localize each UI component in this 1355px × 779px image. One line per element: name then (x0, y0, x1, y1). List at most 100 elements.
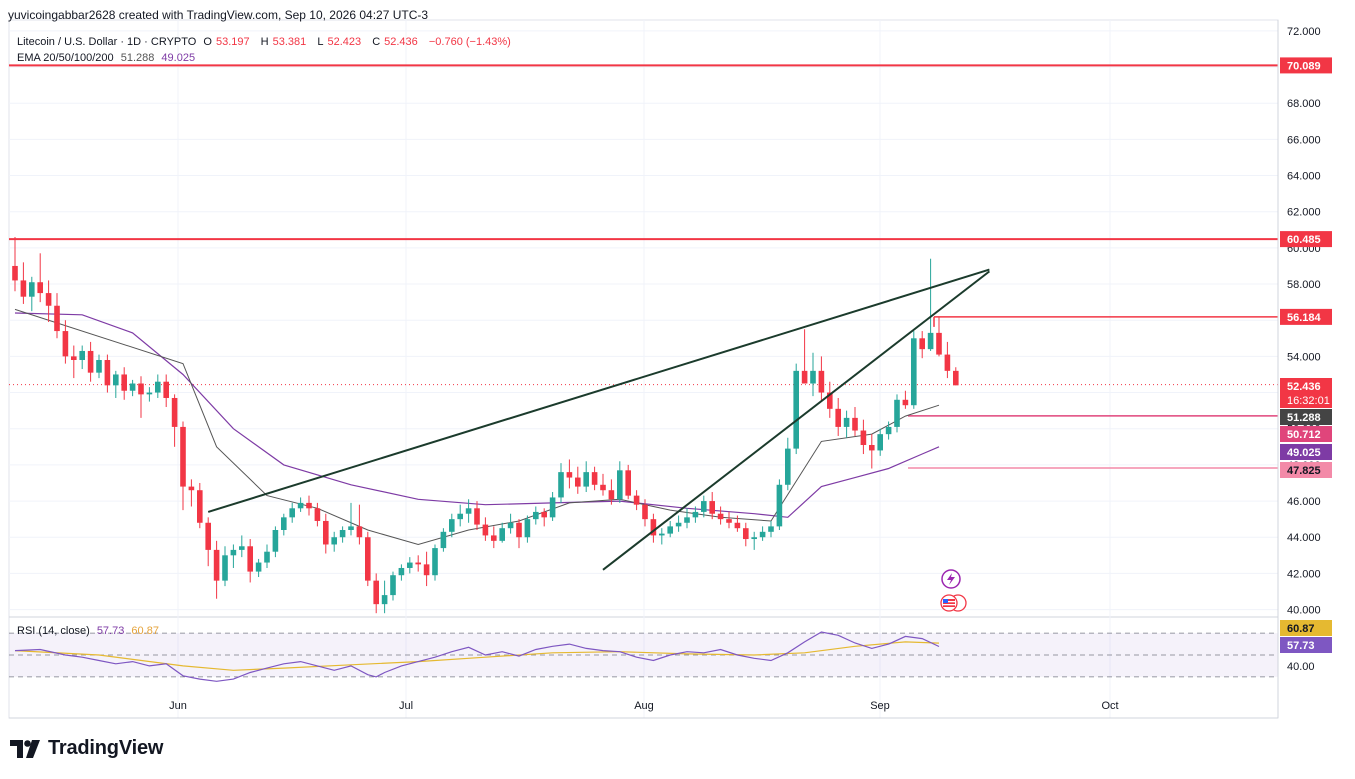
ohlc-high: H 53.381 (260, 36, 307, 48)
ema-legend[interactable]: EMA 20/50/100/200 51.288 49.025 (17, 52, 199, 64)
candle-body (600, 484, 606, 491)
candle-body (516, 522, 522, 538)
candle-body (835, 408, 841, 427)
level-tag-70.089: 70.089 (1287, 60, 1321, 72)
candle-body (323, 520, 329, 545)
candle-body (549, 497, 556, 518)
rsi-legend[interactable]: RSI (14, close) 57.73 60.87 (17, 625, 163, 637)
candle-body (281, 517, 287, 530)
candle-body (818, 370, 825, 393)
rsi-ma-line (14, 641, 940, 671)
ema-value-slow: 49.025 (161, 52, 196, 64)
price-axis: 40.00042.00044.00046.00048.00050.00052.0… (1277, 20, 1332, 718)
candle-body (79, 350, 85, 360)
candle-body (381, 595, 388, 605)
candle-body (197, 490, 203, 523)
us-flag-stripes-white (943, 601, 955, 603)
level-tag-49.025: 49.025 (1287, 447, 1321, 459)
price-tick-label: 44.000 (1287, 532, 1321, 544)
candle-body (87, 350, 94, 373)
candle-body (407, 562, 413, 568)
candle-body (885, 426, 892, 435)
time-tick-label: Oct (1101, 700, 1118, 712)
candle-body (449, 519, 455, 532)
candle-body (222, 555, 228, 581)
candle-body (701, 501, 707, 512)
candle-body (877, 434, 883, 451)
candle-body (180, 426, 186, 487)
time-axis: Jun Jul Aug Sep Oct (9, 700, 1278, 719)
candle-body (583, 472, 589, 487)
candle-body (247, 546, 253, 572)
candle-body (474, 508, 480, 525)
level-tag-60.485-bg (1280, 231, 1332, 248)
candle-body (171, 397, 178, 427)
candle-body (457, 513, 463, 520)
last-price-tag: 52.436 (1287, 381, 1321, 393)
tradingview-logo[interactable]: TradingView (10, 737, 163, 760)
candle-body (264, 551, 270, 563)
candle-body (348, 526, 354, 530)
candle-body (684, 517, 690, 523)
ohlc-open: O 53.197 (203, 36, 250, 48)
level-tag-70.089-bg (1280, 57, 1332, 74)
candle-body (591, 472, 598, 485)
price-tick-label: 64.000 (1287, 171, 1321, 183)
candle-body (415, 562, 421, 565)
time-tick-label: Jul (399, 700, 413, 712)
candle-body (465, 508, 472, 514)
candle-body (365, 537, 371, 581)
candle-body (440, 531, 447, 549)
event-markers[interactable] (940, 569, 967, 612)
candle-body (491, 535, 497, 541)
candle-body (146, 392, 153, 395)
rsi-value: 57.73 (96, 625, 125, 637)
rsi-tag-57.73: 57.73 (1287, 640, 1315, 652)
candle-body (852, 417, 858, 431)
level-tag-56.184: 56.184 (1287, 312, 1322, 324)
candle-body (163, 381, 169, 398)
candle-body (726, 519, 732, 523)
price-tick-label: 72.000 (1287, 26, 1321, 38)
grid (8, 19, 1279, 719)
candle-body (659, 533, 665, 536)
candle-body (776, 484, 783, 527)
candle-body (314, 508, 321, 521)
rsi-label[interactable]: RSI (14, close) (17, 625, 90, 637)
ohlc-low: L 52.423 (317, 36, 362, 48)
level-tag-51.288-bg (1280, 409, 1332, 425)
level-tag-50.712-bg (1280, 426, 1332, 442)
price-tick-label: 54.000 (1287, 351, 1321, 363)
candle-body (113, 374, 119, 386)
candle-body (272, 530, 279, 552)
price-change: −0.760 (−1.43%) (428, 36, 511, 48)
time-tick-label: Aug (634, 700, 654, 712)
credit-header: yuvicoingabbar2628 created with TradingV… (8, 8, 429, 22)
candle-body (827, 392, 833, 409)
candle-body (625, 470, 631, 496)
candle-body (717, 513, 724, 520)
candle-body (650, 519, 657, 536)
candle-body (71, 356, 77, 360)
candle-body (432, 548, 438, 576)
price-tick-label: 58.000 (1287, 279, 1321, 291)
candle-body (524, 519, 531, 538)
price-tick-label: 62.000 (1287, 207, 1321, 219)
ema-label[interactable]: EMA 20/50/100/200 (17, 52, 114, 64)
candle-body (121, 374, 127, 391)
symbol-name[interactable]: Litecoin / U.S. Dollar · 1D · CRYPTO (17, 36, 197, 48)
candle-body (810, 370, 816, 384)
candle-body (12, 265, 18, 281)
candle-body (944, 354, 951, 371)
candle-body (642, 504, 648, 520)
candle-body (297, 502, 304, 509)
candle-body (29, 282, 35, 297)
level-tag-50.712: 50.712 (1287, 429, 1321, 441)
level-tag-47.825: 47.825 (1287, 465, 1321, 477)
candle-body (499, 528, 505, 541)
rsi-tick-label: 40.00 (1287, 661, 1315, 673)
symbol-legend[interactable]: Litecoin / U.S. Dollar · 1D · CRYPTO O 53… (17, 36, 515, 48)
price-levels (9, 64, 1278, 469)
candle-body (953, 370, 959, 386)
